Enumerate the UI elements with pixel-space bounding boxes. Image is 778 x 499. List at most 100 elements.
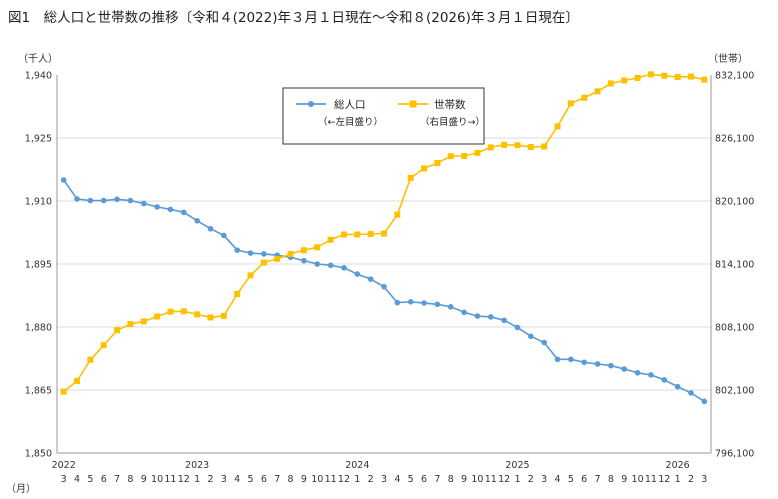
right-tick-label: 814,100 [715, 260, 754, 271]
month-tick-label: 3 [381, 474, 387, 485]
month-tick-label: 2 [528, 474, 534, 485]
year-tick-label: 2022 [52, 460, 76, 471]
axes [56, 75, 712, 454]
legend-households-subtitle: （右目盛り→） [420, 116, 485, 128]
population-point [354, 271, 361, 277]
left-axis-unit: （千人） [18, 53, 58, 65]
month-tick-label: 4 [74, 474, 80, 485]
population-series-line [63, 179, 705, 402]
households-point [487, 144, 494, 151]
population-point [608, 362, 614, 369]
series-layer [60, 71, 708, 405]
month-tick-label: 6 [261, 474, 267, 485]
households-point [567, 100, 574, 107]
month-tick-label: 11 [164, 474, 176, 485]
month-tick-label: 5 [568, 474, 574, 485]
households-point [447, 153, 454, 160]
population-point [207, 225, 214, 232]
population-point [447, 304, 454, 310]
population-point [381, 283, 387, 290]
population-point [140, 200, 147, 207]
month-tick-label: 10 [151, 474, 163, 485]
population-point [634, 369, 641, 376]
population-point [261, 251, 267, 257]
population-point [341, 264, 347, 271]
households-point [527, 144, 534, 151]
month-tick-label: 6 [421, 474, 427, 485]
households-point [367, 230, 374, 237]
legend-households-marker [409, 100, 417, 108]
legend-population-label: 総人口 [334, 98, 366, 111]
households-point [687, 73, 694, 80]
month-tick-label: 12 [658, 474, 670, 485]
month-tick-label: 7 [434, 474, 440, 485]
households-point [220, 312, 227, 319]
households-point [300, 247, 307, 254]
month-tick-label: 8 [448, 474, 454, 485]
right-tick-label: 820,100 [715, 197, 754, 208]
population-point [648, 372, 654, 378]
households-point [114, 327, 121, 334]
month-tick-label: 8 [288, 474, 294, 485]
month-tick-label: 4 [554, 474, 560, 485]
population-point [221, 232, 227, 239]
households-point [87, 356, 94, 363]
population-point [594, 361, 601, 367]
month-tick-label: 9 [461, 474, 467, 485]
population-point [461, 309, 467, 316]
population-point [674, 383, 681, 390]
month-tick-label: 3 [541, 474, 547, 485]
legend: 総人口 （←左目盛り） 世帯数 （右目盛り→） [282, 87, 485, 145]
households-point [274, 255, 281, 262]
month-tick-label: 3 [701, 474, 707, 485]
month-tick-label: 7 [114, 474, 120, 485]
month-tick-label: 1 [675, 474, 681, 485]
population-point [568, 356, 574, 363]
population-point [421, 300, 427, 306]
x-axis-unit: （月） [6, 483, 36, 495]
population-point [234, 247, 240, 253]
households-point [407, 174, 414, 181]
month-tick-label: 8 [608, 474, 614, 485]
population-point [367, 276, 374, 282]
month-tick-label: 6 [581, 474, 587, 485]
year-tick-label: 2025 [505, 460, 529, 471]
households-point [701, 76, 708, 83]
households-point [607, 80, 614, 87]
households-point [127, 321, 134, 328]
right-tick-label: 826,100 [715, 134, 754, 145]
households-point [354, 231, 361, 238]
month-tick-label: 10 [311, 474, 323, 485]
x-axis-ticks: 3 4 5 6 7 8 9 10 11 12 1 2 3 4 5 6 7 8 9 10 11 12 1 2 3 4 5 6 7 8 9 10 1… [52, 460, 708, 485]
households-point [474, 149, 481, 156]
left-axis-ticks: 1,850 1,865 1,880 1,895 1,910 1,925 1,940 [25, 71, 52, 460]
month-tick-label: 3 [61, 474, 67, 485]
population-point [434, 301, 441, 308]
month-tick-label: 2 [688, 474, 694, 485]
month-tick-label: 5 [87, 474, 93, 485]
households-point [634, 74, 641, 81]
month-tick-label: 4 [234, 474, 240, 485]
households-point [340, 231, 347, 238]
left-tick-label: 1,910 [25, 197, 52, 208]
right-tick-label: 796,100 [715, 449, 754, 460]
households-point [501, 141, 508, 148]
month-tick-label: 9 [141, 474, 147, 485]
population-point [194, 217, 200, 224]
population-point [154, 204, 160, 210]
page-title: 図1 総人口と世帯数の推移〔令和４(2022)年３月１日現在～令和８(2026)… [8, 10, 579, 26]
population-point [474, 313, 481, 319]
left-tick-label: 1,880 [25, 323, 52, 334]
population-point [407, 299, 414, 305]
households-point [247, 272, 254, 279]
households-point [394, 211, 401, 218]
population-point [74, 196, 80, 202]
households-point [287, 250, 294, 257]
month-tick-label: 11 [645, 474, 657, 485]
population-point [127, 197, 134, 204]
population-point [661, 377, 668, 383]
households-point [260, 259, 267, 266]
population-point [541, 339, 547, 346]
right-axis-unit: （世帯） [708, 52, 748, 65]
